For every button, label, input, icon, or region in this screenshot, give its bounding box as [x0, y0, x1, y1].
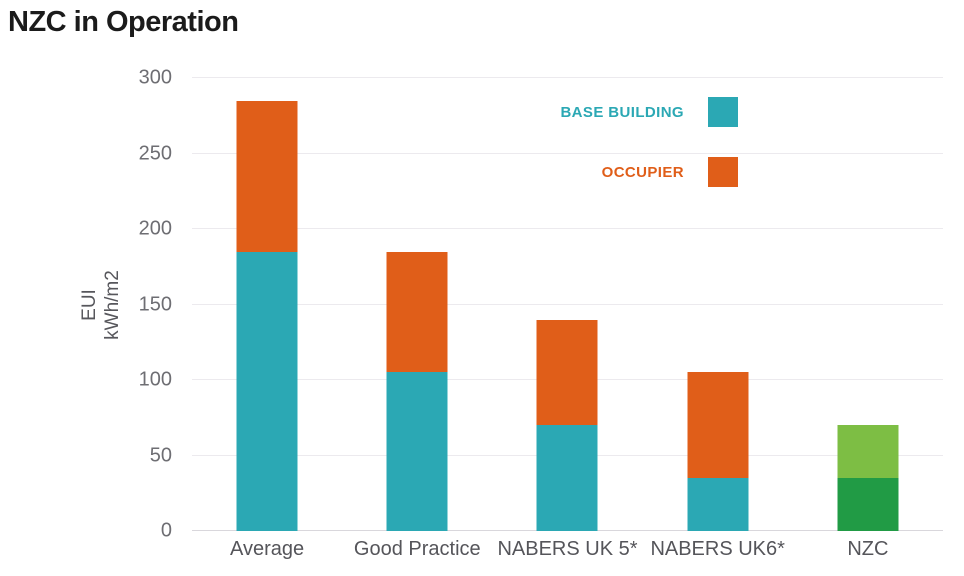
- chart-title: NZC in Operation: [8, 6, 239, 38]
- x-tick-label-3: NABERS UK 5*: [497, 538, 638, 560]
- y-axis-title-line2: kWh/m2: [102, 270, 123, 340]
- x-tick-label-4: NABERS UK6*: [650, 538, 785, 560]
- bar-segment-base-building: [536, 425, 598, 531]
- legend-item-1: BASE BUILDING: [560, 97, 738, 127]
- y-axis-title-line1: EUI: [78, 289, 100, 321]
- bar-segment-occupier: [236, 100, 298, 252]
- legend-item-2: OCCUPIER: [560, 157, 738, 187]
- bar-2: [386, 78, 448, 531]
- bar-slot-4: NZC: [793, 78, 943, 560]
- bar-segment-occupier: [536, 319, 598, 426]
- bar-5: [837, 78, 899, 531]
- bar-4: [687, 78, 749, 531]
- gridline-250: [192, 152, 943, 154]
- y-tick-label-150: 150: [138, 293, 172, 315]
- legend-label: BASE BUILDING: [560, 103, 684, 121]
- legend-label: OCCUPIER: [601, 163, 684, 181]
- bar-1: [236, 78, 298, 531]
- gridline-150: [192, 303, 943, 305]
- bar-segment-part-2: [837, 425, 899, 479]
- gridline-200: [192, 228, 943, 230]
- y-tick-label-200: 200: [138, 217, 172, 240]
- bar-segment-base-building: [386, 372, 448, 531]
- y-tick-label-300: 300: [138, 66, 172, 89]
- y-tick-label-250: 250: [138, 142, 172, 164]
- bar-slot-0: Average: [192, 78, 342, 560]
- bar-segment-part-1: [837, 478, 899, 531]
- y-axis-title: EUI kWh/m2: [78, 270, 124, 340]
- x-tick-label-1: Average: [230, 538, 305, 560]
- y-tick-label-50: 50: [149, 444, 172, 467]
- legend: BASE BUILDING OCCUPIER: [560, 97, 738, 217]
- y-tick-label-100: 100: [138, 368, 172, 391]
- bar-slot-3: NABERS UK6*: [643, 78, 793, 560]
- y-tick-label-0: 0: [160, 519, 172, 542]
- bar-segment-base-building: [236, 251, 298, 531]
- legend-swatch: [708, 97, 738, 127]
- plot-area: BASE BUILDING OCCUPIER 300 250 200 150 100 50 0…: [139, 67, 943, 560]
- gridline-300: [192, 77, 943, 78]
- x-tick-label-2: Good Practice: [353, 538, 481, 560]
- x-tick-label-5: NZC: [847, 538, 889, 560]
- bar-segment-base-building: [687, 478, 749, 531]
- legend-swatch: [708, 157, 738, 187]
- bar-3: [536, 78, 598, 531]
- bar-segment-occupier: [687, 372, 749, 479]
- bar-segment-occupier: [386, 251, 448, 373]
- bar-slot-2: NABERS UK 5*: [492, 78, 642, 560]
- bar-slot-1: Good Practice: [342, 78, 492, 560]
